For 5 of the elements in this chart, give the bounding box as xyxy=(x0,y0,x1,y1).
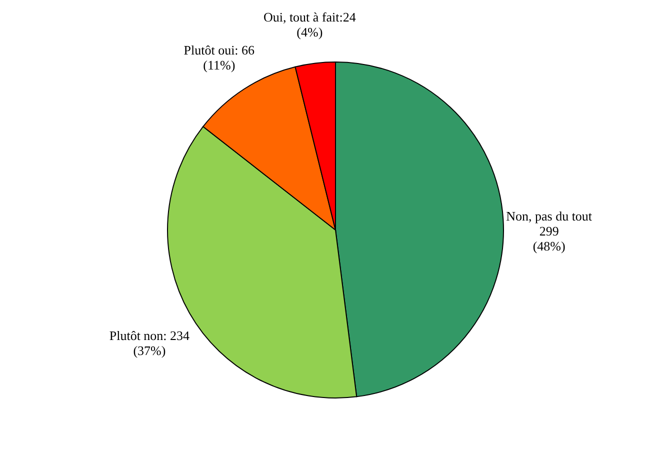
data-label: 299 (48%) xyxy=(532,224,566,254)
slice-label: Non, pas du tout xyxy=(506,208,592,224)
slice-label: Oui, tout à fait:24 (4%) xyxy=(263,10,356,40)
slice-label: Plutôt non: 234 (37%) xyxy=(109,328,190,358)
slice-label: Plutôt oui: 66 (11%) xyxy=(184,42,256,72)
